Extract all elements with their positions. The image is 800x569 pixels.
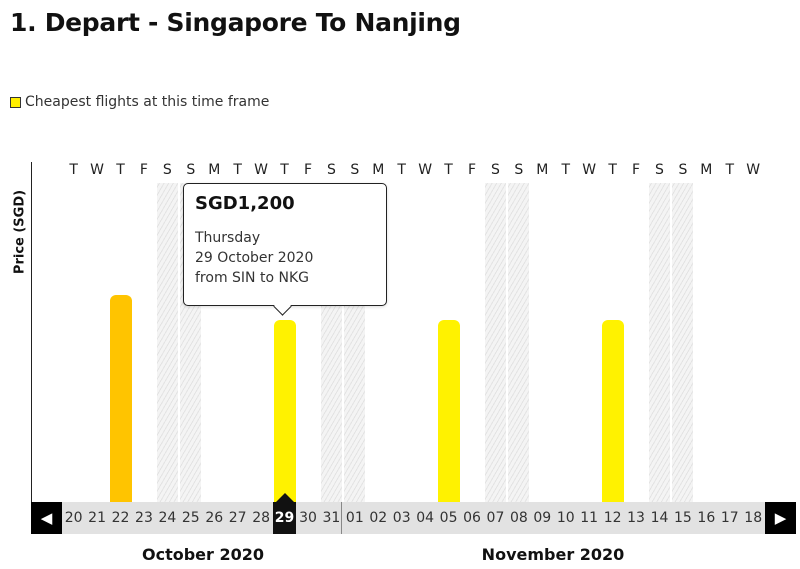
weekend-column	[508, 183, 530, 502]
weekday-label: T	[725, 162, 735, 178]
date-cell[interactable]: 21	[88, 510, 106, 526]
month-label-october: October 2020	[141, 545, 265, 564]
date-cell[interactable]: 03	[392, 510, 411, 526]
weekday-label: S	[514, 162, 524, 178]
weekday-label: S	[678, 162, 688, 178]
date-cell[interactable]: 20	[64, 510, 83, 526]
weekday-label: W	[418, 162, 433, 178]
weekday-label: W	[254, 162, 269, 178]
price-bar[interactable]	[601, 320, 624, 502]
weekend-column	[672, 183, 694, 502]
weekday-label: S	[186, 162, 196, 178]
date-cell[interactable]: 27	[228, 510, 247, 526]
date-cell[interactable]: 23	[135, 510, 153, 526]
date-cell[interactable]: 08	[509, 510, 528, 526]
date-cell[interactable]: 06	[463, 510, 481, 526]
date-cell[interactable]: 05	[439, 510, 458, 526]
date-cell[interactable]: 15	[674, 510, 692, 526]
legend: Cheapest flights at this time frame	[10, 94, 269, 110]
weekday-label: W	[90, 162, 104, 178]
page-title: 1. Depart - Singapore To Nanjing	[10, 8, 461, 37]
date-cell[interactable]: 09	[533, 510, 552, 526]
y-axis-line	[31, 162, 32, 502]
prev-dates-button[interactable]: ◀	[31, 502, 62, 534]
month-divider	[341, 502, 342, 534]
date-cell-selected[interactable]: 29	[272, 502, 297, 534]
weekday-label: F	[303, 162, 312, 178]
y-axis-label: Price (SGD)	[12, 189, 28, 275]
weekday-label: S	[350, 162, 360, 178]
tooltip-price: SGD1,200	[195, 193, 295, 214]
weekday-label: T	[233, 162, 242, 178]
price-bar[interactable]	[273, 320, 296, 502]
weekday-label: S	[491, 162, 500, 178]
weekend-column	[649, 183, 671, 502]
weekday-label: F	[632, 162, 641, 178]
weekday-label: M	[536, 162, 549, 178]
weekday-label: T	[561, 162, 571, 178]
date-cell[interactable]: 07	[486, 510, 505, 526]
date-cell[interactable]: 01	[345, 510, 364, 526]
date-cell[interactable]: 12	[603, 510, 622, 526]
weekday-label: T	[116, 162, 125, 178]
weekday-label: S	[326, 162, 336, 178]
price-tooltip: SGD1,200 Thursday 29 October 2020 from S…	[183, 183, 387, 306]
weekday-label: S	[162, 162, 172, 178]
weekday-label: M	[208, 162, 221, 178]
date-cell[interactable]: 18	[744, 510, 763, 526]
tooltip-date: 29 October 2020	[195, 250, 314, 266]
weekday-label: T	[397, 162, 406, 178]
date-cell[interactable]: 31	[322, 510, 341, 526]
weekend-column	[485, 183, 507, 502]
date-cell[interactable]: 02	[369, 510, 388, 526]
weekday-label: F	[139, 162, 148, 178]
weekday-label: T	[444, 162, 453, 178]
tooltip-route: from SIN to NKG	[195, 270, 309, 286]
date-strip	[31, 502, 765, 534]
caret-right-icon: ▶	[774, 509, 787, 527]
weekday-label: T	[280, 162, 289, 178]
date-cell[interactable]: 25	[181, 510, 200, 526]
date-cell[interactable]: 11	[580, 510, 599, 526]
legend-swatch	[10, 96, 21, 108]
tooltip-weekday: Thursday	[195, 230, 261, 246]
date-cell[interactable]: 17	[720, 510, 739, 526]
date-cell[interactable]: 14	[650, 510, 669, 526]
date-cell[interactable]: 24	[158, 510, 177, 526]
date-cell[interactable]: 10	[556, 510, 575, 526]
next-dates-button[interactable]: ▶	[765, 502, 796, 534]
date-cell[interactable]: 30	[299, 510, 317, 526]
legend-label: Cheapest flights at this time frame	[25, 94, 270, 110]
date-cell[interactable]: 26	[205, 510, 224, 526]
weekday-label: M	[700, 162, 713, 178]
date-cell[interactable]: 22	[111, 510, 130, 526]
price-bar[interactable]	[109, 295, 132, 502]
weekend-column	[156, 183, 178, 502]
weekday-label: W	[746, 162, 761, 178]
weekday-label: T	[69, 162, 78, 178]
weekday-label: S	[655, 162, 664, 178]
date-cell[interactable]: 04	[416, 510, 435, 526]
weekday-label: W	[582, 162, 597, 178]
weekday-label: F	[467, 162, 477, 178]
date-cell[interactable]: 13	[627, 510, 645, 526]
weekday-label: M	[372, 162, 385, 178]
month-label-november: November 2020	[481, 545, 625, 564]
caret-left-icon: ◀	[40, 509, 53, 527]
price-bar[interactable]	[437, 320, 460, 502]
weekday-label: T	[608, 162, 617, 178]
date-cell[interactable]: 28	[252, 510, 271, 526]
date-cell[interactable]: 16	[697, 510, 716, 526]
